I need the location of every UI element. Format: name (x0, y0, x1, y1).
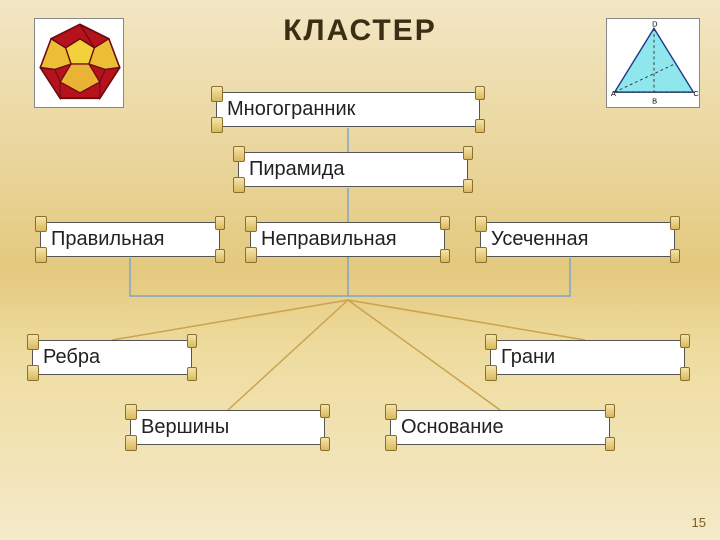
node-label: Вершины (141, 416, 229, 438)
node-truncated: Усеченная (480, 222, 675, 257)
node-label: Усеченная (491, 228, 588, 250)
polyhedron-image (34, 18, 124, 108)
triangle-diagram-image: A B C D (606, 18, 700, 108)
node-base: Основание (390, 410, 610, 445)
node-edges: Ребра (32, 340, 192, 375)
svg-text:A: A (611, 89, 616, 98)
node-faces: Грани (490, 340, 685, 375)
node-irregular: Неправильная (250, 222, 445, 257)
node-label: Неправильная (261, 228, 397, 250)
node-label: Правильная (51, 228, 165, 250)
node-label: Основание (401, 416, 504, 438)
svg-text:D: D (652, 20, 658, 29)
node-pyramid: Пирамида (238, 152, 468, 187)
node-label: Пирамида (249, 158, 345, 180)
node-label: Ребра (43, 346, 100, 368)
node-polyhedron: Многогранник (216, 92, 480, 127)
page-number: 15 (692, 515, 706, 530)
svg-text:C: C (693, 89, 699, 98)
node-label: Многогранник (227, 98, 355, 120)
node-label: Грани (501, 346, 555, 368)
node-vertices: Вершины (130, 410, 325, 445)
node-regular: Правильная (40, 222, 220, 257)
svg-text:B: B (652, 96, 657, 105)
